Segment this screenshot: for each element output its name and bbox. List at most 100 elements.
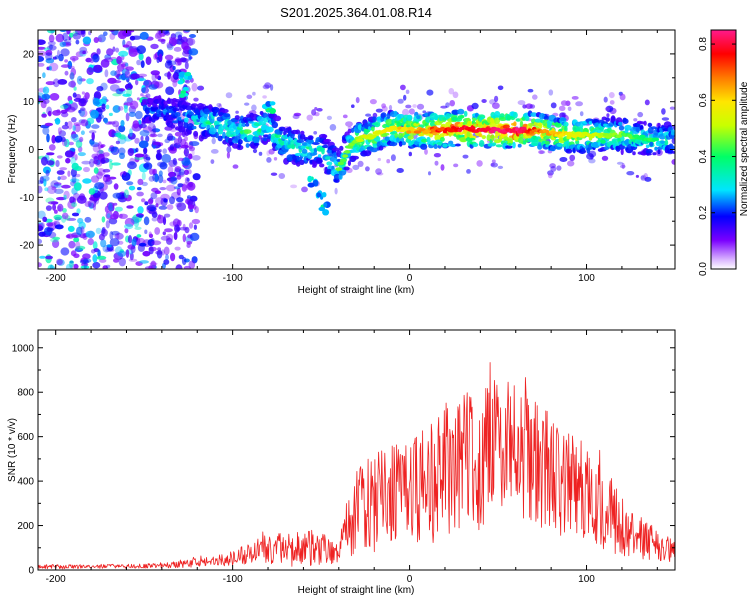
spectrogram-cell	[45, 255, 53, 260]
spectrogram-cell	[193, 130, 199, 137]
spectrogram-cell	[306, 114, 313, 121]
spectrogram-cell	[46, 133, 50, 143]
spectrogram-cell	[218, 125, 225, 131]
spectrogram-cell	[262, 112, 268, 119]
spectrogram-cell	[62, 32, 69, 42]
spectrogram-cell	[73, 237, 80, 243]
spectrogram-cell	[114, 206, 123, 212]
spectrogram-cell	[192, 173, 201, 181]
spectrogram-cell	[339, 158, 347, 163]
spectrogram-cell	[661, 117, 670, 121]
spectrogram-cell	[57, 79, 68, 85]
spectrogram-cell	[507, 138, 513, 145]
spectrogram-cell	[529, 104, 536, 109]
spectrogram-cell	[307, 182, 315, 188]
spectrogram-cell	[386, 159, 391, 164]
spectrogram-cell	[42, 72, 46, 79]
spectrogram-cell	[70, 168, 77, 178]
spectrogram-cell	[79, 259, 90, 265]
spectrogram-cell	[529, 130, 535, 134]
spectrogram-cell	[406, 130, 412, 134]
spectrogram-cell	[125, 112, 130, 122]
spectrogram-cell	[106, 244, 112, 248]
spectrogram-cell	[65, 234, 71, 239]
spectrogram-cell	[118, 125, 126, 133]
spectrogram-cell	[183, 169, 189, 175]
spectrogram-cell	[53, 220, 57, 225]
spectrogram-cell	[73, 263, 79, 269]
spectrogram-cell	[567, 106, 572, 112]
spectrogram-cell	[512, 141, 516, 149]
spectrogram-cell	[459, 114, 465, 119]
colorbar-label: Normalized spectral amplitude	[739, 81, 750, 216]
spectrogram-cell	[307, 135, 314, 141]
spectrogram-cell	[159, 162, 168, 170]
spectrogram-cell	[115, 124, 120, 132]
spectrogram-cell	[214, 109, 219, 113]
spectrogram-cell	[481, 135, 486, 140]
spectrogram-cell	[80, 226, 85, 234]
spectrogram-cell	[119, 213, 123, 219]
spectrogram-cell	[109, 238, 120, 247]
spectrogram-cell	[166, 43, 174, 51]
spectrogram-cell	[165, 233, 174, 242]
spectrogram-cell	[64, 150, 74, 158]
spectrogram-cell	[180, 36, 188, 44]
spectrogram-cell	[572, 147, 576, 154]
spectrogram-cell	[100, 239, 107, 248]
spectrogram-cell	[608, 92, 615, 99]
spectrogram-cell	[445, 113, 451, 120]
spectrogram-cell	[522, 104, 527, 109]
spectrogram-cell	[117, 250, 127, 257]
spectrogram-cell	[67, 225, 75, 232]
spectrogram-cell	[103, 57, 114, 63]
spectrogram-cell	[142, 95, 149, 99]
spectrogram-cell	[191, 82, 198, 92]
colorbar-tick-label: 0.4	[698, 149, 709, 163]
spectrogram-cell	[318, 206, 326, 212]
spectrogram-cell	[93, 64, 103, 73]
spectrogram-cell	[244, 102, 250, 106]
spectrogram-cell	[104, 69, 109, 78]
spectrogram-cell	[143, 80, 150, 86]
spectrogram-cell	[53, 214, 63, 220]
spectrogram-cell	[440, 105, 448, 109]
spectrogram-cell	[52, 110, 61, 116]
spectrogram-cell	[640, 174, 647, 181]
spectrogram-cell	[618, 121, 623, 126]
spectrogram-cell	[311, 109, 317, 116]
spectrogram-cell	[486, 134, 492, 142]
spectrogram-cell	[434, 160, 439, 166]
spectrogram-cell	[639, 134, 646, 139]
spectrogram-cell	[88, 130, 97, 134]
spectrogram-cell	[413, 130, 422, 134]
spectrogram-cell	[72, 197, 76, 204]
spectrogram-cell	[174, 112, 181, 117]
spectrogram-cell	[234, 115, 240, 120]
spectrogram-cell	[426, 136, 431, 143]
spectrogram-cell	[129, 252, 134, 261]
spectrogram-cell	[177, 34, 183, 41]
spectrogram-cell	[81, 160, 91, 165]
spectrogram-cell	[183, 30, 191, 33]
spectrogram-cell	[481, 99, 487, 103]
spectrogram-cell	[113, 183, 119, 190]
spectrogram-cell	[38, 62, 45, 67]
spectrogram-cell	[588, 150, 597, 158]
spectrogram-cell	[342, 114, 348, 119]
spectrogram-cell	[626, 171, 635, 176]
spectrogram-cell	[66, 30, 71, 35]
spectrogram-cell	[67, 170, 71, 177]
snr-panel: -200 -100 0 100 0 200 400 600 800 1000 Height of…	[7, 329, 676, 596]
spectrogram-cell	[646, 152, 652, 156]
spectrogram-cell	[422, 110, 427, 114]
spectrogram-cell	[62, 208, 67, 213]
spectrogram-cell	[149, 262, 158, 266]
spectrogram-cell	[47, 110, 52, 117]
spectrogram-cell	[108, 112, 113, 117]
spectrogram-cell	[143, 162, 153, 170]
spectrogram-cell	[307, 175, 313, 183]
spectrogram-cell	[497, 165, 504, 169]
